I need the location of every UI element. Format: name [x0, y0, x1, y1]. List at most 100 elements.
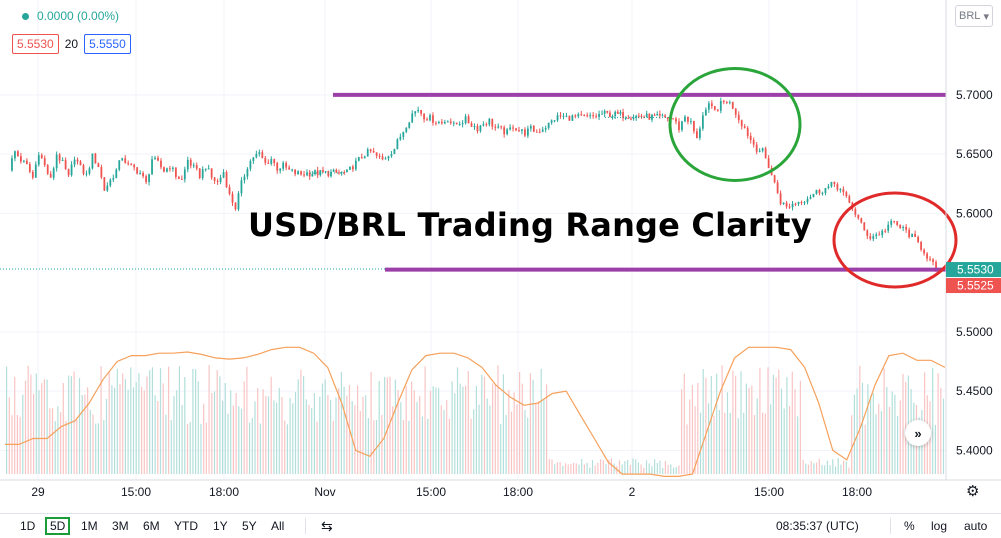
volume-bar — [84, 394, 86, 474]
volume-bar — [362, 396, 364, 474]
auto-toggle[interactable]: auto — [964, 519, 988, 533]
volume-bar — [745, 383, 747, 474]
candle-body — [183, 169, 186, 180]
range-ytd[interactable]: YTD — [174, 519, 198, 533]
volume-bar — [548, 459, 550, 474]
candle-body — [324, 171, 327, 173]
range-1y[interactable]: 1Y — [213, 519, 228, 533]
volume-bar — [505, 415, 507, 474]
candle-body — [583, 114, 586, 116]
volume-bar — [289, 397, 291, 474]
candle-body — [926, 253, 928, 259]
volume-bar — [413, 390, 415, 474]
volume-bar — [937, 373, 939, 474]
gear-icon[interactable]: ⚙ — [966, 483, 980, 500]
candle-body — [166, 168, 168, 172]
candle-body — [73, 159, 76, 165]
volume-bar — [343, 386, 345, 474]
candle-body — [429, 115, 431, 121]
candle-body — [411, 113, 414, 123]
volume-bar — [30, 374, 32, 474]
candle-body — [494, 126, 497, 128]
candle-body — [658, 114, 661, 116]
volume-bar — [519, 371, 521, 474]
volume-bar — [756, 398, 758, 474]
range-1m[interactable]: 1M — [81, 519, 98, 533]
volume-bar — [834, 466, 837, 474]
candle-body — [470, 123, 473, 127]
candle-body — [387, 156, 390, 159]
ma-left-value[interactable]: 5.5530 — [12, 34, 59, 54]
candle-body — [797, 201, 800, 204]
candle-body — [595, 116, 598, 118]
price-tick-label: 5.4000 — [956, 443, 993, 457]
volume-bar — [389, 376, 391, 474]
candle-body — [25, 160, 28, 165]
volume-bar — [381, 414, 383, 474]
volume-bar — [238, 406, 240, 474]
candle-body — [195, 165, 198, 169]
candle-body — [857, 214, 860, 219]
utc-clock[interactable]: 08:35:37 (UTC) — [776, 519, 859, 533]
range-5d[interactable]: 5D — [45, 517, 71, 535]
range-5y[interactable]: 5Y — [242, 519, 257, 533]
date-range-icon[interactable]: ⇆ — [321, 518, 333, 534]
range-lines — [333, 92, 946, 272]
volume-bar — [743, 412, 745, 474]
candle-body — [291, 169, 294, 171]
volume-bar — [41, 383, 43, 474]
volume-bar — [124, 379, 126, 474]
candle-body — [601, 113, 603, 115]
status-dot — [22, 12, 29, 20]
volume-bar — [397, 390, 399, 474]
volume-bar — [257, 388, 259, 474]
price-label-bg — [946, 262, 1001, 278]
volume-bar — [170, 420, 172, 474]
range-6m[interactable]: 6M — [143, 519, 160, 533]
volume-bar — [486, 398, 488, 474]
candle-body — [550, 120, 553, 123]
log-toggle[interactable]: log — [931, 519, 948, 533]
candle-body — [440, 121, 443, 124]
candle-body — [346, 169, 348, 173]
indicator-row[interactable]: 5.5530 20 5.5550 — [12, 34, 131, 54]
volume-bar — [546, 384, 548, 474]
volume-bar — [554, 464, 556, 474]
volume-bar — [516, 404, 518, 474]
range-all[interactable]: All — [271, 519, 285, 533]
candle-body — [420, 110, 423, 114]
volume-bar — [87, 387, 89, 474]
volume-bar — [51, 407, 54, 474]
candle-body — [767, 158, 770, 169]
volume-bar — [705, 377, 707, 474]
percent-toggle[interactable]: % — [904, 519, 915, 533]
volume-bar — [243, 381, 245, 474]
candle-body — [306, 172, 308, 176]
volume-bar — [122, 373, 124, 474]
volume-bar — [932, 367, 934, 474]
ma-length: 20 — [64, 37, 79, 51]
candle-body — [881, 230, 884, 236]
range-1d[interactable]: 1D — [20, 519, 36, 533]
candle-body — [423, 113, 425, 120]
volume-bar — [184, 377, 186, 474]
scroll-to-realtime-button[interactable]: » — [905, 420, 931, 446]
volume-bar — [324, 379, 326, 474]
candle-body — [899, 224, 902, 229]
candle-body — [452, 122, 455, 124]
volume-bar — [867, 384, 869, 474]
candle-body — [169, 168, 171, 170]
volume-bar — [697, 382, 699, 474]
ma-right-value[interactable]: 5.5550 — [84, 34, 131, 54]
range-3m[interactable]: 3M — [112, 519, 129, 533]
volume-bar — [92, 414, 94, 474]
volume-bar — [213, 391, 216, 474]
volume-bar — [797, 416, 799, 474]
candle-body — [432, 115, 434, 123]
volume-bar — [340, 371, 342, 474]
volume-bar — [621, 464, 623, 474]
volume-bar — [794, 389, 796, 474]
volume-bar — [656, 462, 658, 474]
currency-button[interactable]: BRL ▾ — [955, 5, 993, 27]
